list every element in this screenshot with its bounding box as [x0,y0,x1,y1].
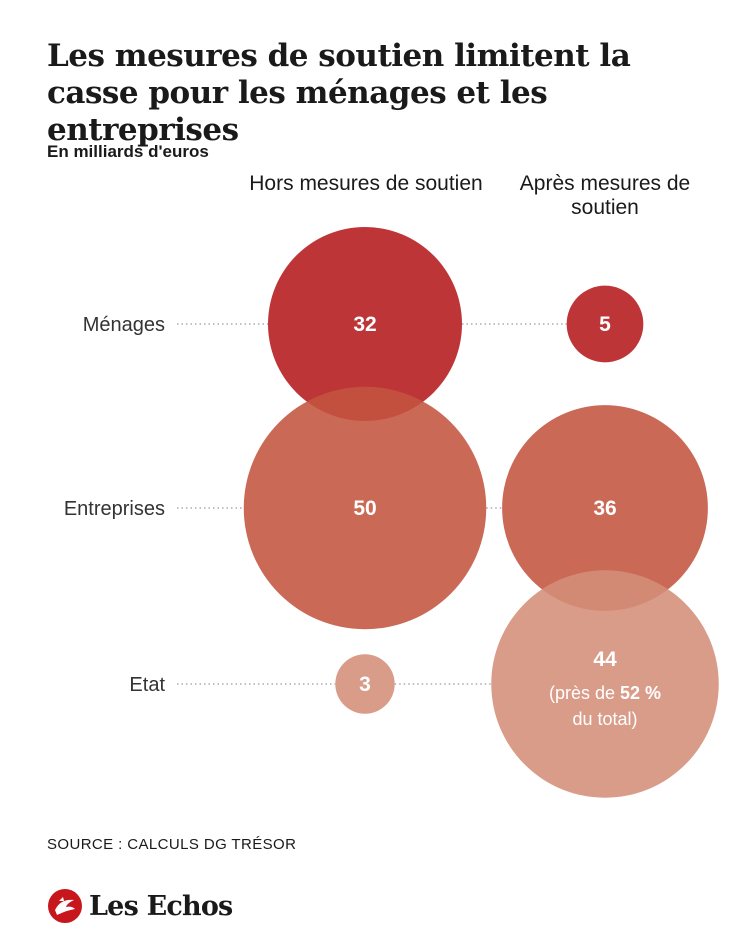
unit-label: En milliards d'euros [47,142,209,161]
les-echos-logo-icon [48,889,82,923]
row-label-entreprises: Entreprises [64,498,165,520]
value-label-etat-before: 3 [359,673,371,696]
annotation-line-1: (près de 52 % [549,683,661,703]
value-label-entreprises-after: 36 [593,497,616,520]
chart-title: Les mesures de soutien limitent la casse… [47,38,631,148]
source-note: SOURCE : CALCULS DG TRÉSOR [47,836,297,853]
annotation-prefix: (près de [549,683,620,703]
bubble-etat-after [491,570,719,798]
annotation-percent: 52 % [620,683,661,703]
brand-logo: Les Echos [47,888,233,924]
bubble-entreprises-before [243,386,487,630]
value-label-etat-after: 44 [593,648,617,671]
row-label-menages: Ménages [83,314,165,336]
bubble-etat-before [335,654,395,714]
annotation-line-2: du total) [572,709,637,729]
column-header-before: Hors mesures de soutien [249,172,483,195]
bubble-entreprises-after [502,405,708,611]
column-header-after: Après mesures de soutien [519,172,691,219]
value-label-menages-after: 5 [599,313,611,336]
bubble-menages-after [566,285,644,363]
bubble-menages-before [268,227,462,421]
value-label-entreprises-before: 50 [353,497,376,520]
row-label-etat: Etat [129,674,165,696]
brand-name: Les Echos [89,890,233,922]
value-label-menages-before: 32 [353,313,376,336]
